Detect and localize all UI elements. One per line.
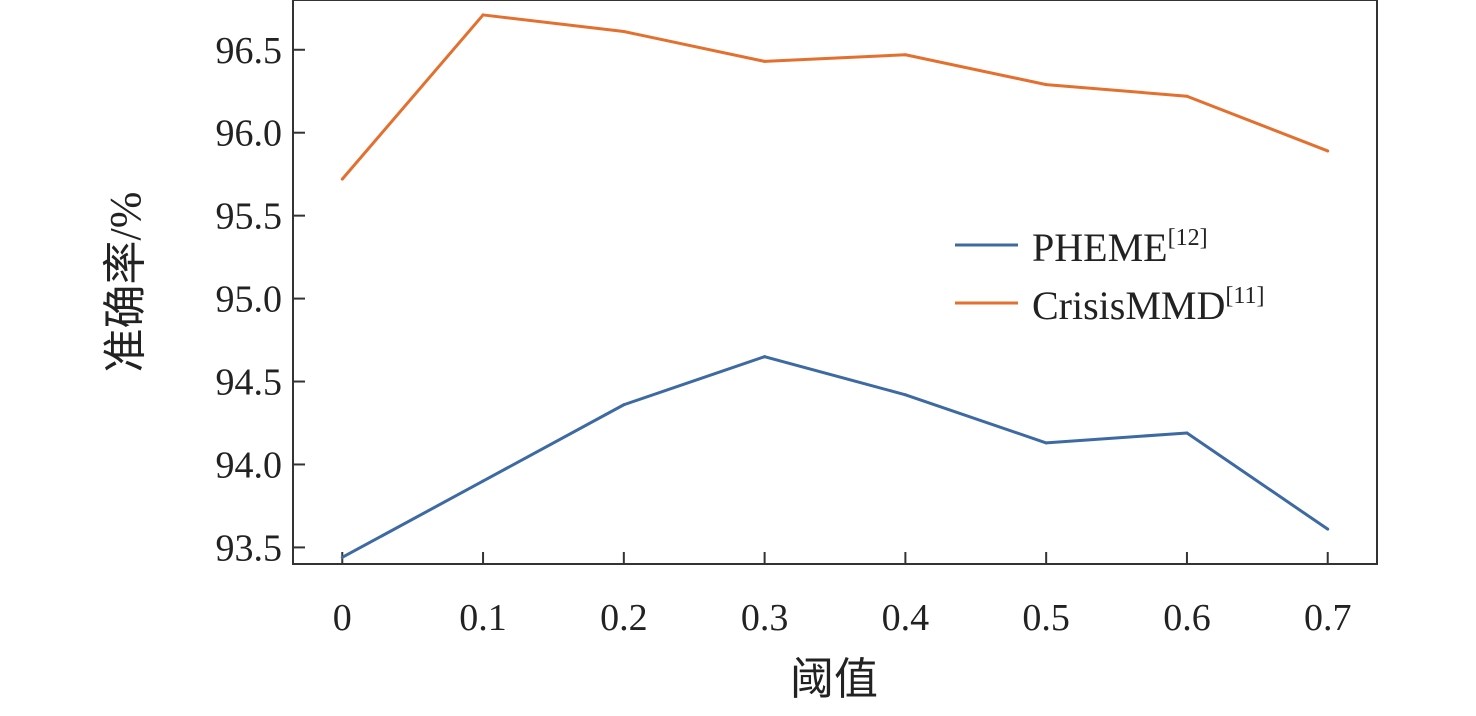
data-point-crisismmd <box>1185 94 1189 98</box>
y-tick-label: 95.0 <box>216 279 283 321</box>
x-axis-title: 阈值 <box>790 655 878 704</box>
y-tick-label: 94.5 <box>216 362 283 404</box>
x-tick-label: 0.2 <box>600 597 648 639</box>
data-point-pheme <box>1326 527 1330 531</box>
data-point-crisismmd <box>340 177 344 181</box>
legend-series-name: CrisisMMD <box>1032 283 1225 328</box>
legend-reference: [12] <box>1168 225 1208 251</box>
data-point-crisismmd <box>763 59 767 63</box>
x-tick-label: 0.1 <box>459 597 507 639</box>
legend-label-crisismmd: CrisisMMD[11] <box>1032 283 1264 328</box>
legend-reference: [11] <box>1225 283 1264 309</box>
data-point-pheme <box>903 393 907 397</box>
data-point-crisismmd <box>481 13 485 17</box>
plot-frame <box>292 0 1378 565</box>
y-tick-label: 96.0 <box>216 113 283 155</box>
series-line-pheme <box>341 355 1329 559</box>
data-point-pheme <box>1044 441 1048 445</box>
y-tick-label: 95.5 <box>216 196 283 238</box>
data-point-pheme <box>622 403 626 407</box>
x-axis-ticks: 0 0.1 0.2 0.3 0.4 0.5 0.6 0.7 <box>333 552 1352 639</box>
x-tick-label: 0.4 <box>882 597 930 639</box>
y-tick-label: 93.5 <box>216 527 283 569</box>
series-line-crisismmd <box>341 13 1329 181</box>
y-axis-ticks: 93.5 94.0 94.5 95.0 95.5 96.0 96.5 <box>216 30 305 569</box>
data-point-crisismmd <box>903 53 907 57</box>
x-tick-label: 0 <box>333 597 352 639</box>
data-point-pheme <box>340 555 344 559</box>
y-tick-label: 94.0 <box>216 444 283 486</box>
x-tick-label: 0.7 <box>1304 597 1352 639</box>
series-layer <box>340 13 1330 559</box>
y-tick-label: 96.5 <box>216 30 283 72</box>
y-axis-title: 准确率/% <box>101 192 150 373</box>
data-point-crisismmd <box>622 30 626 34</box>
legend-series-name: PHEME <box>1032 225 1168 270</box>
legend: PHEME[12] CrisisMMD[11] <box>955 225 1264 328</box>
data-point-pheme <box>1185 431 1189 435</box>
data-point-crisismmd <box>1326 149 1330 153</box>
x-tick-label: 0.6 <box>1163 597 1211 639</box>
data-point-crisismmd <box>1044 83 1048 87</box>
legend-label-pheme: PHEME[12] <box>1032 225 1208 270</box>
x-tick-label: 0.3 <box>741 597 789 639</box>
data-point-pheme <box>481 479 485 483</box>
x-tick-label: 0.5 <box>1022 597 1070 639</box>
data-point-pheme <box>763 355 767 359</box>
